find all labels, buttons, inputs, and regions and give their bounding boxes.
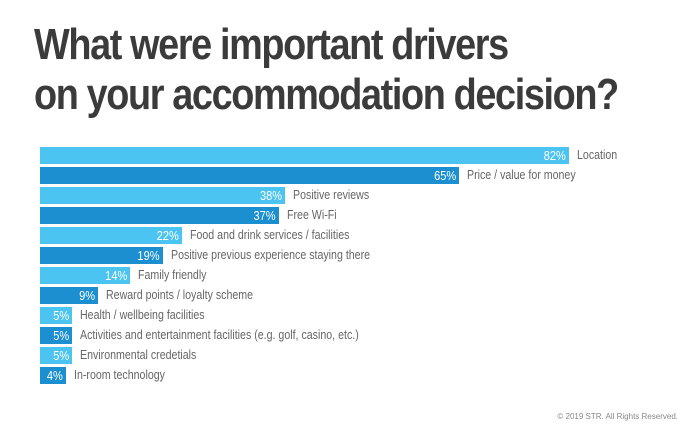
value-label: 65%	[434, 168, 457, 183]
bar	[40, 327, 73, 344]
bar	[40, 287, 99, 304]
bar	[40, 187, 286, 204]
value-label: 5%	[53, 348, 70, 363]
category-label: Reward points / loyalty scheme	[106, 288, 254, 302]
value-label: 38%	[259, 188, 283, 203]
bar	[40, 207, 279, 224]
value-label: 9%	[79, 288, 96, 303]
category-label: Free Wi-Fi	[286, 208, 337, 222]
value-label: 22%	[156, 228, 179, 243]
value-label: 19%	[137, 248, 160, 263]
title-line-1: What were important drivers	[34, 20, 509, 69]
bar	[40, 167, 460, 184]
bar	[40, 267, 131, 284]
bar	[40, 227, 182, 244]
bar	[40, 147, 569, 164]
value-label: 5%	[53, 328, 70, 343]
bar	[40, 367, 66, 384]
category-label: In-room technology	[73, 368, 165, 382]
bar	[40, 247, 163, 264]
category-label: Family friendly	[138, 268, 207, 282]
copyright: © 2019 STR. All Rights Reserved.	[557, 412, 678, 421]
category-label: Food and drink services / facilities	[189, 228, 350, 242]
category-label: Location	[576, 148, 618, 162]
value-label: 14%	[105, 268, 128, 283]
chart-title: What were important drivers on your accom…	[34, 20, 619, 120]
value-label: 4%	[46, 368, 63, 383]
category-label: Health / wellbeing facilities	[80, 308, 205, 322]
bar	[40, 347, 73, 364]
value-label: 5%	[53, 308, 70, 323]
title-line-2: on your accommodation decision?	[34, 70, 619, 119]
category-label: Activities and entertainment facilities …	[80, 328, 359, 342]
category-label: Positive previous experience staying the…	[170, 248, 370, 262]
category-label: Price / value for money	[467, 168, 576, 182]
category-label: Environmental credetials	[80, 348, 197, 362]
category-label: Positive reviews	[293, 188, 370, 202]
value-label: 82%	[543, 148, 566, 163]
bar	[40, 307, 73, 324]
value-label: 37%	[253, 208, 276, 223]
